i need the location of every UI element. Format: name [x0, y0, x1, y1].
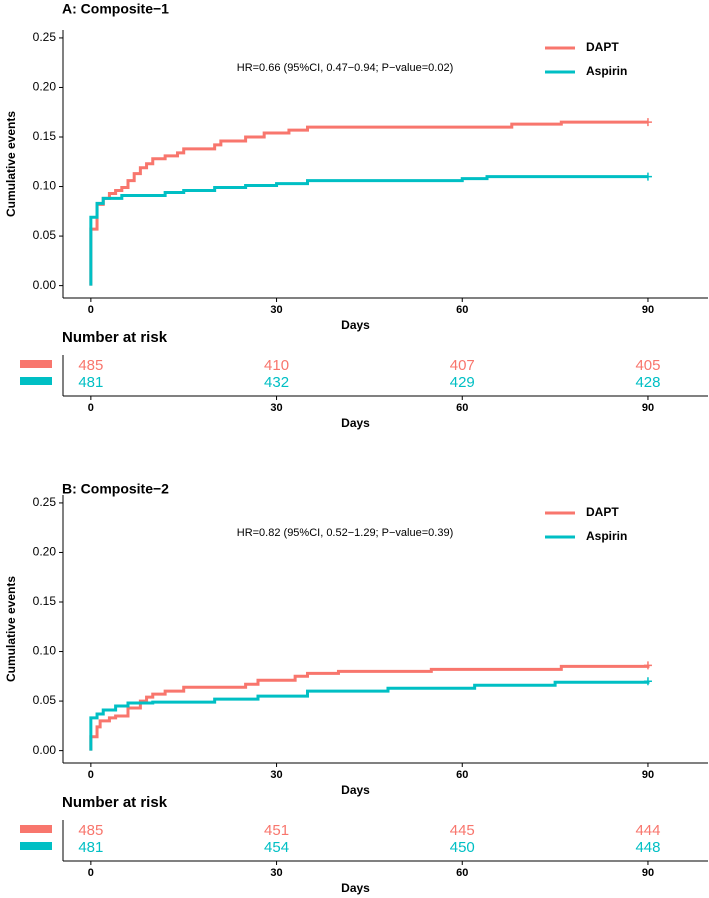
- risk-count: 451: [264, 822, 289, 839]
- y-tick-label: 0.25: [33, 30, 57, 44]
- risk-count: 428: [635, 374, 660, 391]
- x-axis-label: Days: [341, 783, 370, 797]
- risk-count: 445: [450, 822, 475, 839]
- annotation: HR=0.66 (95%CI, 0.47−0.94; P−value=0.02): [237, 62, 453, 74]
- censor-mark: [643, 661, 652, 670]
- y-tick-label: 0.20: [33, 545, 57, 559]
- y-tick-label: 0.00: [33, 743, 57, 757]
- y-tick-label: 0.15: [33, 129, 57, 143]
- risk-count: 450: [450, 839, 475, 856]
- y-tick-label: 0.15: [33, 594, 57, 608]
- risk-x-tick-label: 0: [88, 402, 94, 414]
- x-tick-label: 0: [88, 769, 94, 781]
- legend-label: Aspirin: [586, 529, 627, 543]
- y-axis-label: Cumulative events: [4, 111, 18, 217]
- risk-title: Number at risk: [62, 794, 168, 811]
- legend-label: DAPT: [586, 40, 619, 54]
- step-line: [89, 664, 650, 751]
- x-tick-label: 30: [270, 769, 282, 781]
- y-tick-label: 0.10: [33, 644, 57, 658]
- risk-count: 405: [635, 357, 660, 374]
- x-tick-label: 90: [642, 769, 654, 781]
- x-tick-label: 60: [456, 769, 468, 781]
- risk-title: Number at risk: [62, 329, 168, 346]
- risk-x-tick-label: 0: [88, 867, 94, 879]
- y-tick-label: 0.20: [33, 80, 57, 94]
- risk-count: 432: [264, 374, 289, 391]
- y-tick-label: 0.10: [33, 179, 57, 193]
- panel-title: A: Composite−1: [62, 1, 169, 17]
- annotation: HR=0.82 (95%CI, 0.52−1.29; P−value=0.39): [237, 527, 453, 539]
- panel-title: B: Composite−2: [62, 481, 169, 497]
- risk-count: 429: [450, 374, 475, 391]
- y-tick-label: 0.05: [33, 228, 57, 242]
- step-line: [89, 680, 650, 751]
- legend-label: DAPT: [586, 505, 619, 519]
- step-line: [89, 120, 648, 286]
- risk-x-tick-label: 60: [456, 402, 468, 414]
- censor-mark: [643, 172, 652, 181]
- censor-mark: [643, 118, 652, 127]
- step-line: [89, 175, 648, 286]
- x-tick-label: 30: [270, 304, 282, 316]
- risk-count: 481: [78, 374, 103, 391]
- risk-swatch: [20, 377, 52, 385]
- risk-swatch: [20, 360, 52, 368]
- risk-x-tick-label: 90: [642, 867, 654, 879]
- risk-count: 448: [635, 839, 660, 856]
- risk-count: 485: [78, 357, 103, 374]
- risk-count: 407: [450, 357, 475, 374]
- legend-label: Aspirin: [586, 64, 627, 78]
- x-tick-label: 90: [642, 304, 654, 316]
- risk-swatch: [20, 842, 52, 850]
- risk-x-tick-label: 30: [270, 867, 282, 879]
- risk-count: 485: [78, 822, 103, 839]
- x-tick-label: 60: [456, 304, 468, 316]
- censor-mark: [643, 677, 652, 686]
- risk-x-tick-label: 60: [456, 867, 468, 879]
- risk-x-label: Days: [341, 416, 370, 430]
- risk-x-tick-label: 90: [642, 402, 654, 414]
- risk-x-label: Days: [341, 881, 370, 895]
- risk-count: 454: [264, 839, 289, 856]
- risk-count: 444: [635, 822, 660, 839]
- y-tick-label: 0.25: [33, 495, 57, 509]
- x-axis-label: Days: [341, 318, 370, 332]
- x-tick-label: 0: [88, 304, 94, 316]
- risk-count: 481: [78, 839, 103, 856]
- y-tick-label: 0.00: [33, 278, 57, 292]
- y-tick-label: 0.05: [33, 693, 57, 707]
- risk-count: 410: [264, 357, 289, 374]
- risk-x-tick-label: 30: [270, 402, 282, 414]
- risk-swatch: [20, 825, 52, 833]
- y-axis-label: Cumulative events: [4, 576, 18, 682]
